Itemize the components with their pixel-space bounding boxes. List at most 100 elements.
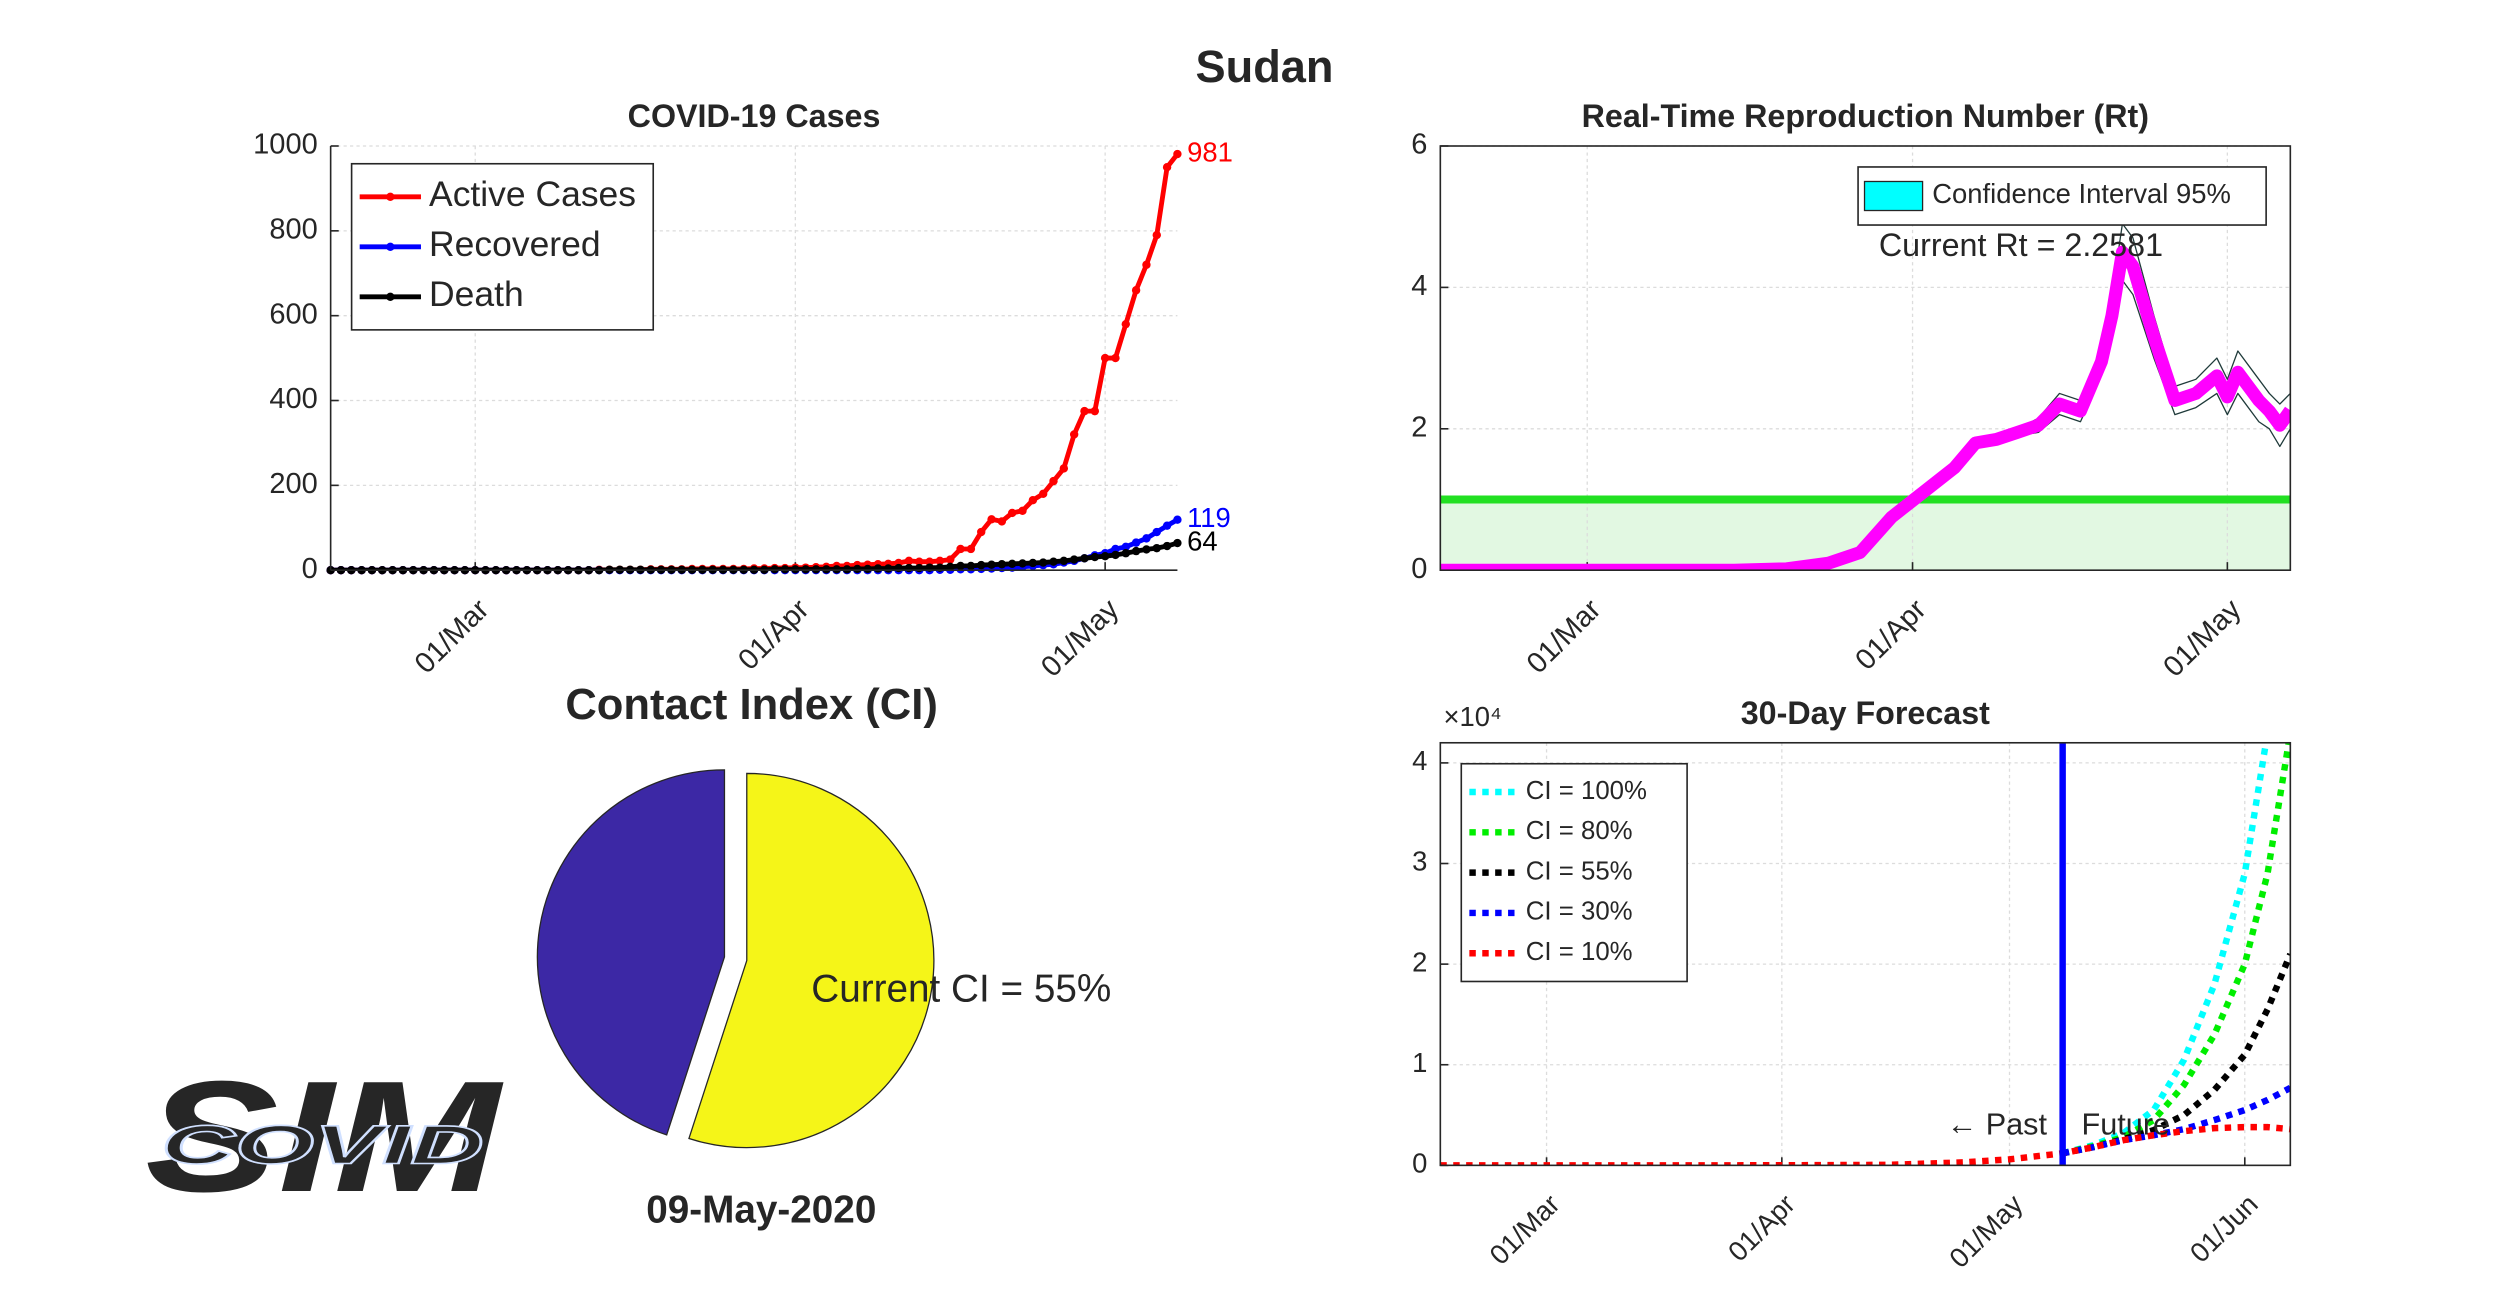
marker (1049, 557, 1058, 566)
legend-marker (386, 242, 395, 251)
marker (966, 561, 976, 571)
marker (997, 517, 1007, 526)
marker (1142, 534, 1151, 543)
marker (1173, 149, 1182, 159)
marker (1121, 319, 1130, 329)
data-label: 981 (1187, 136, 1233, 167)
marker (1100, 353, 1110, 363)
marker (904, 556, 914, 566)
marker (1080, 406, 1089, 416)
marker (894, 563, 903, 573)
marker (915, 563, 924, 573)
chart-title: 30-Day Forecast (1741, 695, 1990, 731)
logo-back: SIM (145, 1049, 504, 1225)
legend-label: CI = 100% (1526, 777, 1647, 805)
y-tick-label: 3 (1412, 846, 1427, 877)
legend-marker (386, 192, 395, 201)
y-tick-label: 2 (1411, 411, 1427, 443)
y-tick-label: 600 (269, 298, 317, 330)
marker (873, 564, 883, 573)
marker (822, 565, 831, 574)
y-tick-label: 1000 (253, 129, 318, 161)
marker (853, 564, 862, 574)
marker (1059, 556, 1069, 566)
date: 09-May-2020 (646, 1188, 876, 1231)
marker (1142, 545, 1151, 554)
marker (1090, 406, 1100, 416)
annotation: ← Past (1947, 1108, 2048, 1142)
marker (1090, 552, 1100, 562)
annotation: Current CI = 55% (811, 967, 1111, 1010)
marker (801, 565, 810, 574)
marker (1111, 550, 1120, 560)
legend-marker (386, 292, 395, 301)
marker (1121, 549, 1130, 558)
marker (1173, 538, 1182, 548)
marker (977, 527, 986, 537)
marker (780, 565, 790, 574)
y-tick-label: 6 (1411, 129, 1427, 161)
y-tick-label: 4 (1412, 745, 1427, 776)
y-tick-label: 200 (269, 468, 317, 500)
legend-label: Active Cases (429, 174, 636, 214)
marker (770, 565, 779, 574)
annotation: Current Rt = 2.2581 (1879, 227, 2163, 263)
marker (1080, 554, 1089, 563)
marker (956, 561, 965, 571)
marker (1152, 543, 1161, 553)
chart: Real-Time Reproduction Number (Rt)024601… (1411, 98, 2292, 683)
marker (925, 557, 934, 566)
marker (977, 560, 986, 570)
marker (956, 544, 965, 554)
y-tick-label: 400 (269, 383, 317, 415)
marker (987, 560, 996, 569)
marker (1100, 552, 1110, 561)
marker (884, 564, 893, 573)
y-tick-label: 0 (302, 553, 318, 585)
marker (1142, 260, 1151, 269)
marker (1049, 476, 1058, 486)
chart-title: Real-Time Reproduction Number (Rt) (1582, 98, 2149, 134)
marker (1131, 546, 1141, 556)
data-label: 64 (1187, 525, 1217, 556)
pie-slice (688, 772, 935, 1149)
legend-label: CI = 30% (1526, 898, 1633, 926)
plot-box (1439, 741, 2292, 1167)
marker (1038, 558, 1048, 567)
marker (966, 544, 976, 554)
chart: Contact Index (CI) Current CI = 55% (536, 681, 1111, 1149)
marker (946, 555, 955, 564)
y-scale-label: ×10⁴ (1444, 701, 1502, 732)
marker (1008, 559, 1017, 569)
marker (1038, 489, 1048, 499)
logo-front: COVID (161, 1114, 484, 1176)
threshold-area (1440, 499, 2291, 571)
y-tick-label: 2 (1412, 946, 1427, 977)
legend-swatch (1863, 180, 1924, 212)
logo: SIM COVID (145, 1049, 504, 1225)
marker (1162, 541, 1172, 551)
marker (1121, 542, 1130, 552)
marker (842, 565, 852, 574)
figure-title: Sudan (1196, 41, 1334, 92)
marker (791, 565, 800, 574)
marker (1069, 430, 1079, 439)
y-tick-label: 1 (1412, 1047, 1427, 1078)
marker (1152, 527, 1161, 537)
annotation: Future (2082, 1108, 2171, 1142)
marker (1131, 286, 1141, 295)
marker (1018, 559, 1027, 568)
y-tick-label: 0 (1411, 553, 1427, 585)
marker (1018, 506, 1027, 515)
marker (915, 557, 924, 566)
marker (832, 565, 841, 574)
chart-title: Contact Index (CI) (565, 681, 937, 729)
marker (1131, 538, 1141, 547)
marker (863, 564, 872, 574)
plot-box (1439, 145, 2292, 571)
marker (811, 565, 821, 574)
legend-label: CI = 55% (1526, 857, 1633, 885)
y-tick-label: 4 (1411, 270, 1427, 302)
